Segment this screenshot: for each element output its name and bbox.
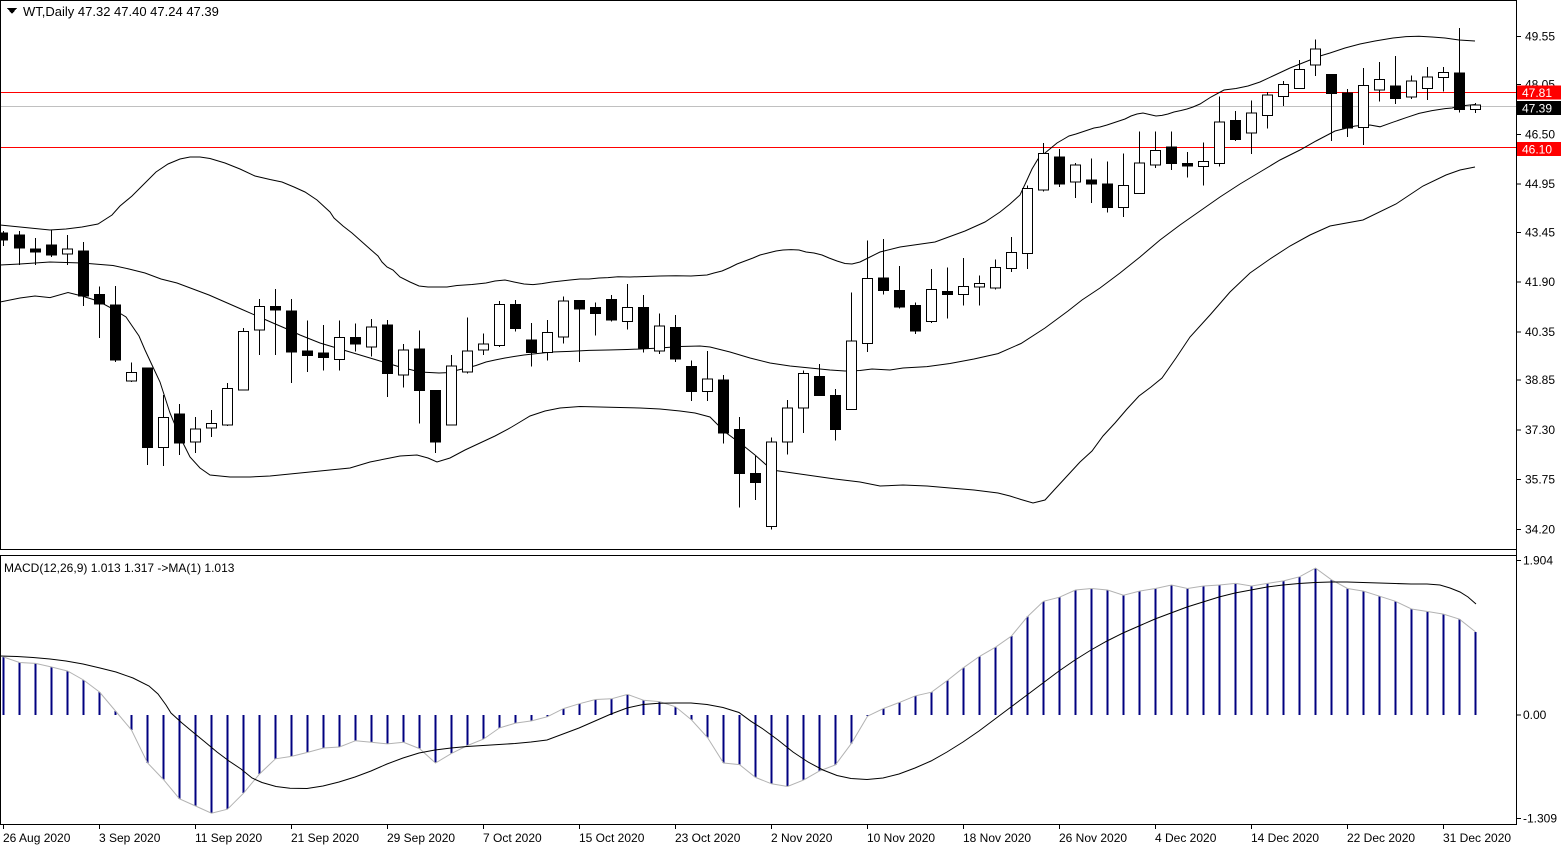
svg-text:43.45: 43.45 (1525, 225, 1555, 239)
svg-text:46.50: 46.50 (1525, 127, 1555, 141)
svg-text:47.81: 47.81 (1522, 86, 1552, 100)
svg-text:WT,Daily 47.32 47.40 47.24 47: WT,Daily 47.32 47.40 47.24 47.39 (23, 4, 219, 19)
svg-text:4 Dec 2020: 4 Dec 2020 (1155, 831, 1217, 845)
svg-text:31 Dec 2020: 31 Dec 2020 (1443, 831, 1511, 845)
svg-text:38.85: 38.85 (1525, 373, 1555, 387)
svg-text:46.10: 46.10 (1522, 143, 1552, 157)
svg-text:29 Sep 2020: 29 Sep 2020 (387, 831, 455, 845)
svg-text:41.90: 41.90 (1525, 275, 1555, 289)
svg-text:44.95: 44.95 (1525, 177, 1555, 191)
svg-text:40.35: 40.35 (1525, 325, 1555, 339)
svg-text:1.904: 1.904 (1523, 554, 1553, 568)
svg-text:47.39: 47.39 (1522, 102, 1552, 116)
svg-text:49.55: 49.55 (1525, 29, 1555, 43)
svg-text:26 Nov 2020: 26 Nov 2020 (1059, 831, 1127, 845)
svg-text:3 Sep 2020: 3 Sep 2020 (99, 831, 161, 845)
svg-text:35.75: 35.75 (1525, 473, 1555, 487)
svg-text:15 Oct 2020: 15 Oct 2020 (579, 831, 645, 845)
svg-text:2 Nov 2020: 2 Nov 2020 (771, 831, 833, 845)
svg-text:23 Oct 2020: 23 Oct 2020 (675, 831, 741, 845)
svg-text:22 Dec 2020: 22 Dec 2020 (1347, 831, 1415, 845)
svg-text:7 Oct 2020: 7 Oct 2020 (483, 831, 542, 845)
svg-text:37.30: 37.30 (1525, 423, 1555, 437)
svg-text:34.20: 34.20 (1525, 523, 1555, 537)
svg-text:10 Nov 2020: 10 Nov 2020 (867, 831, 935, 845)
svg-text:MACD(12,26,9) 1.013 1.317 ->M: MACD(12,26,9) 1.013 1.317 ->MA(1) 1.013 (4, 561, 235, 575)
svg-text:21 Sep 2020: 21 Sep 2020 (291, 831, 359, 845)
svg-text:0.00: 0.00 (1523, 708, 1547, 722)
svg-text:11 Sep 2020: 11 Sep 2020 (195, 831, 262, 845)
svg-text:-1.309: -1.309 (1523, 811, 1557, 825)
svg-text:18 Nov 2020: 18 Nov 2020 (963, 831, 1031, 845)
svg-text:14 Dec 2020: 14 Dec 2020 (1251, 831, 1319, 845)
svg-text:26 Aug 2020: 26 Aug 2020 (3, 831, 71, 845)
